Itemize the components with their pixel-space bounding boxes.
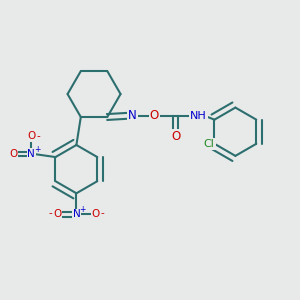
Text: O: O: [9, 149, 17, 159]
Text: O: O: [27, 131, 35, 141]
Text: O: O: [53, 209, 61, 220]
Text: N: N: [73, 209, 80, 220]
Text: O: O: [150, 109, 159, 122]
Text: N: N: [128, 109, 137, 122]
Text: O: O: [92, 209, 100, 220]
Text: Cl: Cl: [204, 139, 214, 149]
Text: -: -: [100, 208, 104, 218]
Text: NH: NH: [190, 110, 207, 121]
Text: -: -: [37, 131, 40, 141]
Text: N: N: [28, 149, 35, 159]
Text: +: +: [79, 205, 85, 214]
Text: O: O: [171, 130, 180, 143]
Text: -: -: [49, 208, 52, 218]
Text: +: +: [34, 145, 40, 154]
